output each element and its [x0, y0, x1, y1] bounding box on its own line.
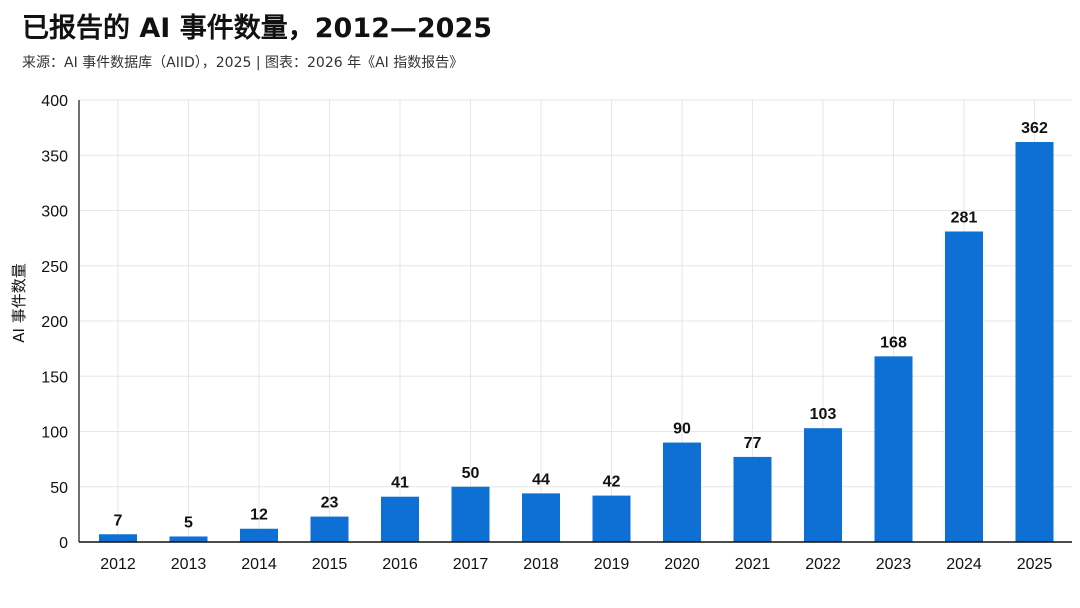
- data-label-2012: 7: [114, 512, 123, 529]
- y-axis: 0 50 100 150 200 250 300 350 400: [41, 93, 80, 552]
- bar-2024: [945, 231, 983, 542]
- x-tick-label: 2013: [171, 556, 207, 573]
- x-tick-label: 2012: [100, 556, 136, 573]
- bar-2019: [592, 495, 631, 542]
- data-label-2013: 5: [184, 514, 193, 531]
- data-label-2015: 23: [321, 495, 339, 512]
- x-tick-label: 2015: [312, 556, 348, 573]
- x-tick-label: 2018: [523, 556, 559, 573]
- x-axis: 2012 2013 2014 2015 2016 2017 2018 2019 2020 2021…: [79, 541, 1072, 573]
- grid-lines: [79, 99, 1072, 542]
- y-tick-label: 150: [41, 369, 68, 386]
- y-tick-label: 100: [41, 425, 68, 442]
- bars: [99, 141, 1054, 543]
- x-tick-label: 2025: [1017, 556, 1053, 573]
- y-tick-label: 200: [41, 314, 68, 331]
- x-tick-label: 2024: [946, 556, 982, 573]
- data-label-2023: 168: [880, 334, 907, 351]
- bar-2021: [733, 456, 772, 542]
- bar-2012: [99, 534, 137, 542]
- y-tick-label: 400: [41, 93, 68, 110]
- chart-subtitle: 来源：AI 事件数据库（AIID），2025 | 图表：2026 年《AI 指数…: [22, 55, 464, 71]
- bar-2022: [804, 428, 842, 542]
- bar-2013: [169, 536, 208, 542]
- data-label-2018: 44: [532, 471, 550, 488]
- x-tick-label: 2021: [735, 556, 771, 573]
- x-tick-label: 2014: [241, 556, 277, 573]
- bar-2014: [240, 528, 278, 542]
- x-tick-label: 2019: [594, 556, 630, 573]
- data-label-2022: 103: [810, 406, 837, 423]
- x-tick-label: 2023: [876, 556, 912, 573]
- bar-2017: [451, 486, 490, 542]
- y-tick-label: 50: [50, 480, 68, 497]
- y-tick-label: 300: [41, 204, 68, 221]
- data-label-2020: 90: [673, 421, 691, 438]
- x-tick-label: 2017: [453, 556, 489, 573]
- data-labels: 7 5 12 23 41 50 44 42 90 77 103 168 281 362: [114, 120, 1048, 531]
- bar-2018: [522, 493, 560, 542]
- y-tick-label: 350: [41, 148, 68, 165]
- y-tick-label: 0: [59, 535, 68, 552]
- bar-2023: [874, 356, 913, 542]
- bar-2015: [310, 516, 349, 542]
- bar-2025: [1015, 141, 1054, 543]
- x-tick-label: 2022: [805, 556, 841, 573]
- y-axis-label: AI 事件数量: [10, 263, 28, 342]
- x-tick-label: 2016: [382, 556, 418, 573]
- data-label-2017: 50: [462, 465, 480, 482]
- data-label-2024: 281: [951, 209, 978, 226]
- bar-2020: [663, 442, 701, 542]
- data-label-2019: 42: [603, 474, 621, 491]
- data-label-2016: 41: [391, 475, 409, 492]
- chart-title: 已报告的 AI 事件数量，2012—2025: [22, 13, 493, 44]
- data-label-2021: 77: [744, 435, 762, 452]
- bar-2016: [381, 496, 419, 542]
- data-label-2025: 362: [1021, 120, 1048, 137]
- y-tick-label: 250: [41, 259, 68, 276]
- x-tick-label: 2020: [664, 556, 700, 573]
- data-label-2014: 12: [250, 507, 268, 524]
